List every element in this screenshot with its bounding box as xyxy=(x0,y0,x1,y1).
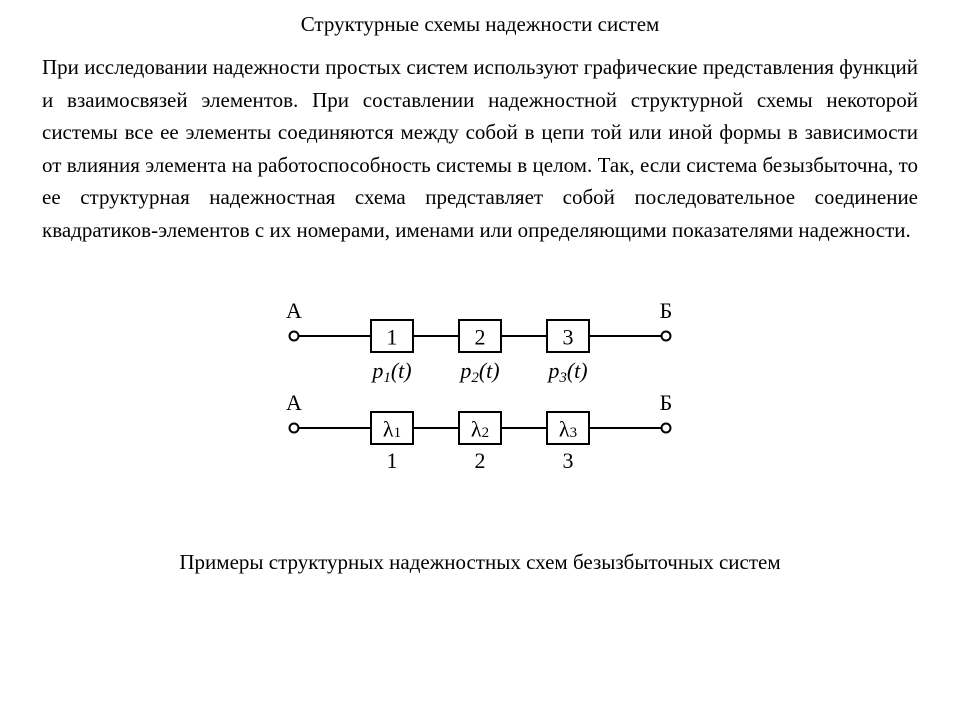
page: Структурные схемы надежности систем При … xyxy=(0,0,960,720)
element-box-label: 1 xyxy=(387,325,398,350)
element-box-label: 2 xyxy=(475,325,486,350)
terminal-label: А xyxy=(286,298,302,323)
diagram-container: АБ123p1(t)p2(t)p3(t)АБλ1λ2λ3123 xyxy=(42,294,918,494)
terminal-left: А xyxy=(286,390,302,433)
terminal-right: Б xyxy=(660,390,673,433)
element-box-label: 3 xyxy=(563,325,574,350)
element-index-label: 3 xyxy=(563,448,574,473)
terminal-label: А xyxy=(286,390,302,415)
element-sub-label: p3(t) xyxy=(546,358,587,386)
terminal-label: Б xyxy=(660,390,673,415)
page-title: Структурные схемы надежности систем xyxy=(42,12,918,37)
terminal-right: Б xyxy=(660,298,673,341)
body-paragraph: При исследовании надежности простых сист… xyxy=(42,51,918,246)
diagram-caption: Примеры структурных надежностных схем бе… xyxy=(42,550,918,575)
element-sub-label: p1(t) xyxy=(370,358,411,386)
reliability-diagram: АБ123p1(t)p2(t)p3(t)АБλ1λ2λ3123 xyxy=(270,294,690,494)
terminal-left: А xyxy=(286,298,302,341)
element-index-label: 2 xyxy=(475,448,486,473)
element-sub-label: p2(t) xyxy=(458,358,499,386)
terminal-label: Б xyxy=(660,298,673,323)
element-index-label: 1 xyxy=(387,448,398,473)
